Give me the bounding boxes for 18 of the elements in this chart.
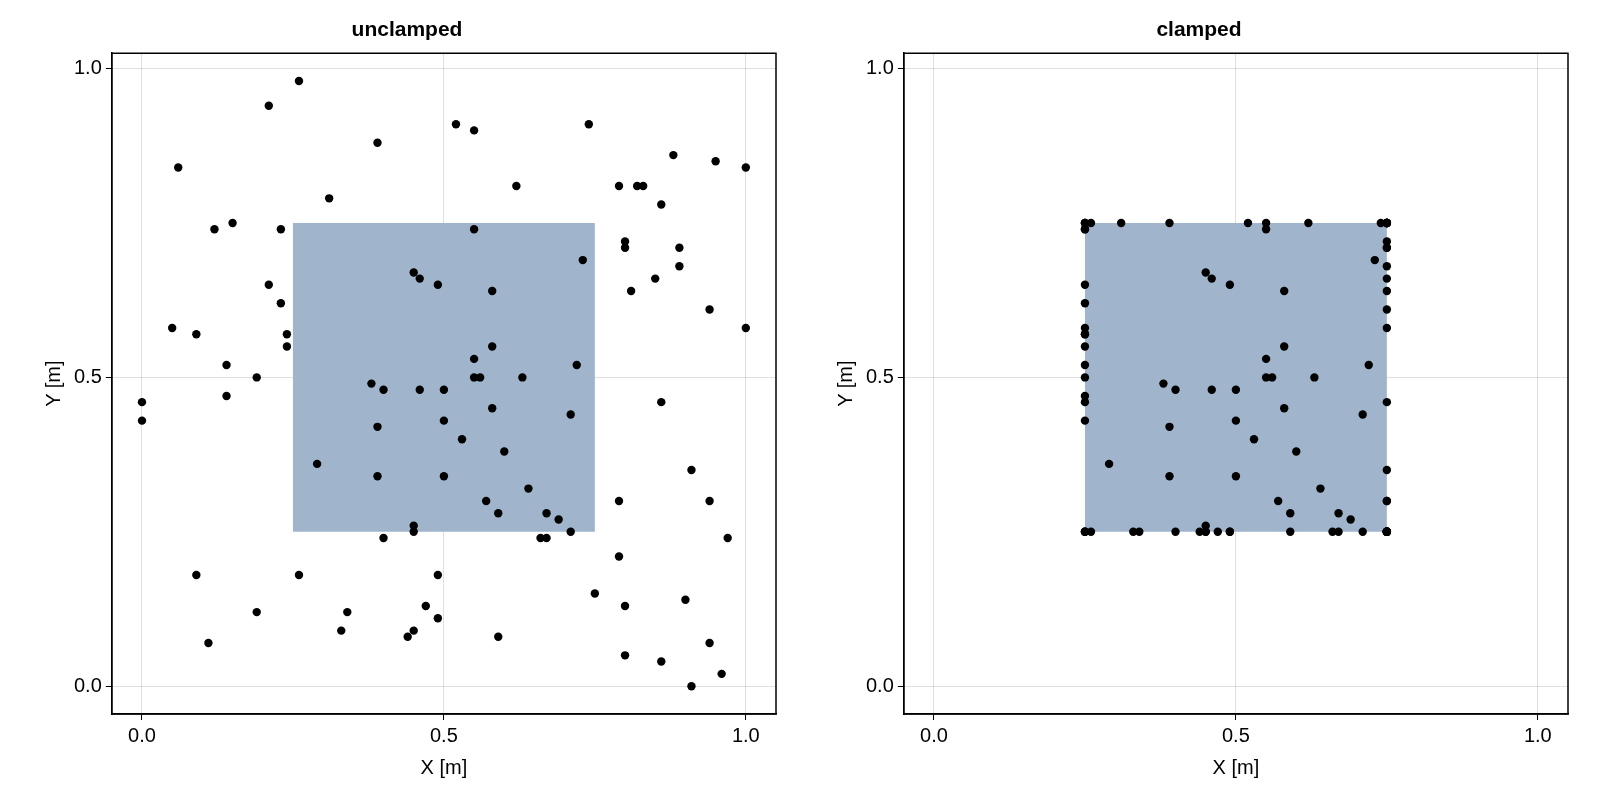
y-axis-title: Y [m] <box>41 360 64 407</box>
chart-title: unclamped <box>351 17 463 41</box>
x-tick-label: 0.5 <box>1222 723 1250 746</box>
y-tick-label: 0.0 <box>865 673 894 696</box>
x-tick-label: 0.0 <box>128 723 156 746</box>
y-tick-label: 0.5 <box>73 364 102 387</box>
x-tick-label: 0.0 <box>920 723 948 746</box>
x-tick-label: 1.0 <box>1523 723 1552 746</box>
chart-title: clamped <box>1156 17 1242 41</box>
x-axis-title: X [m] <box>420 755 468 778</box>
y-tick-label: 0.5 <box>865 364 894 387</box>
y-tick-label: 1.0 <box>865 56 894 79</box>
y-axis-title: Y [m] <box>833 360 856 407</box>
x-tick-label: 1.0 <box>731 723 760 746</box>
x-axis-title: X [m] <box>1212 755 1260 778</box>
y-tick-label: 1.0 <box>73 56 102 79</box>
x-tick-label: 0.5 <box>430 723 458 746</box>
y-tick-label: 0.0 <box>73 673 102 696</box>
